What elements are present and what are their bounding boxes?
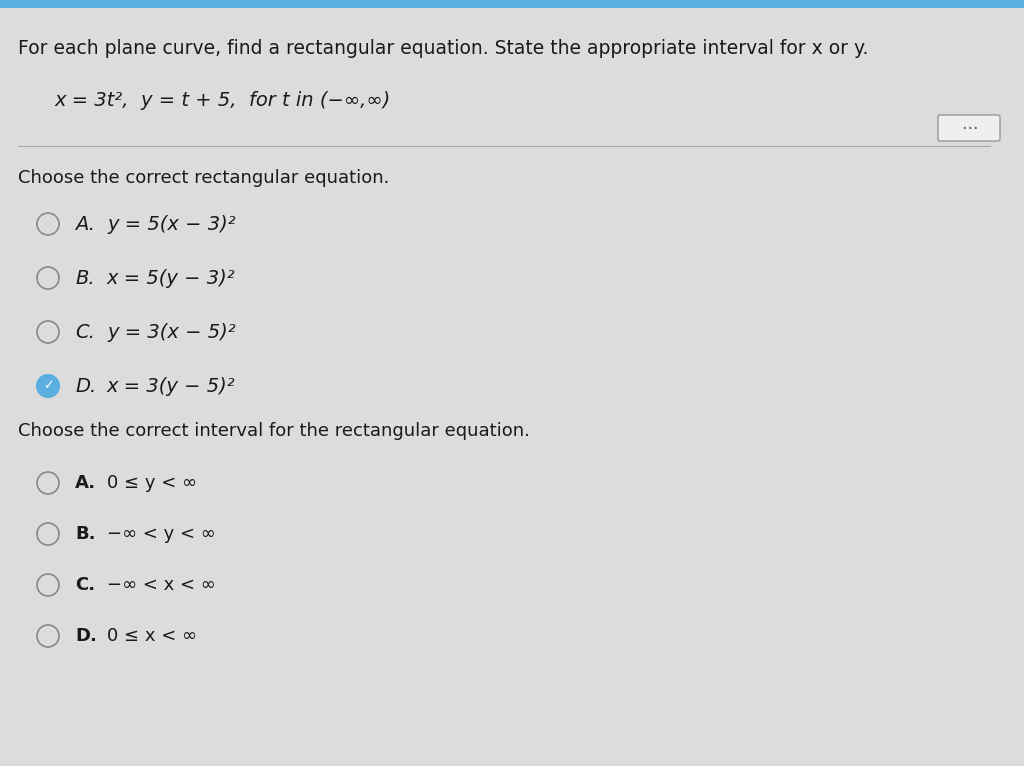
- FancyBboxPatch shape: [938, 115, 1000, 141]
- Text: 0 ≤ x < ∞: 0 ≤ x < ∞: [106, 627, 197, 645]
- Text: −∞ < y < ∞: −∞ < y < ∞: [106, 525, 216, 543]
- Circle shape: [37, 321, 59, 343]
- Text: B.: B.: [75, 525, 95, 543]
- Text: 0 ≤ y < ∞: 0 ≤ y < ∞: [106, 474, 197, 492]
- Text: −∞ < x < ∞: −∞ < x < ∞: [106, 576, 216, 594]
- Circle shape: [37, 213, 59, 235]
- Text: x = 3(y − 5)²: x = 3(y − 5)²: [106, 377, 236, 395]
- Circle shape: [37, 472, 59, 494]
- Circle shape: [37, 375, 59, 397]
- Circle shape: [37, 625, 59, 647]
- Text: A.: A.: [75, 474, 96, 492]
- Text: B.: B.: [75, 269, 94, 287]
- Text: ✓: ✓: [43, 379, 53, 392]
- Text: x = 5(y − 3)²: x = 5(y − 3)²: [106, 269, 236, 287]
- Circle shape: [37, 267, 59, 289]
- FancyBboxPatch shape: [0, 0, 1024, 8]
- Text: ⋯: ⋯: [961, 119, 977, 137]
- Text: x = 3t²,  y = t + 5,  for t in (−∞,∞): x = 3t², y = t + 5, for t in (−∞,∞): [55, 91, 391, 110]
- Text: For each plane curve, find a rectangular equation. State the appropriate interva: For each plane curve, find a rectangular…: [18, 38, 868, 57]
- Text: C.: C.: [75, 576, 95, 594]
- Text: y = 5(x − 3)²: y = 5(x − 3)²: [106, 214, 236, 234]
- Text: Choose the correct interval for the rectangular equation.: Choose the correct interval for the rect…: [18, 422, 529, 440]
- Text: D.: D.: [75, 377, 96, 395]
- Circle shape: [37, 574, 59, 596]
- Text: Choose the correct rectangular equation.: Choose the correct rectangular equation.: [18, 169, 389, 187]
- Text: C.: C.: [75, 322, 95, 342]
- Text: A.: A.: [75, 214, 95, 234]
- Text: D.: D.: [75, 627, 97, 645]
- Text: y = 3(x − 5)²: y = 3(x − 5)²: [106, 322, 236, 342]
- Circle shape: [37, 523, 59, 545]
